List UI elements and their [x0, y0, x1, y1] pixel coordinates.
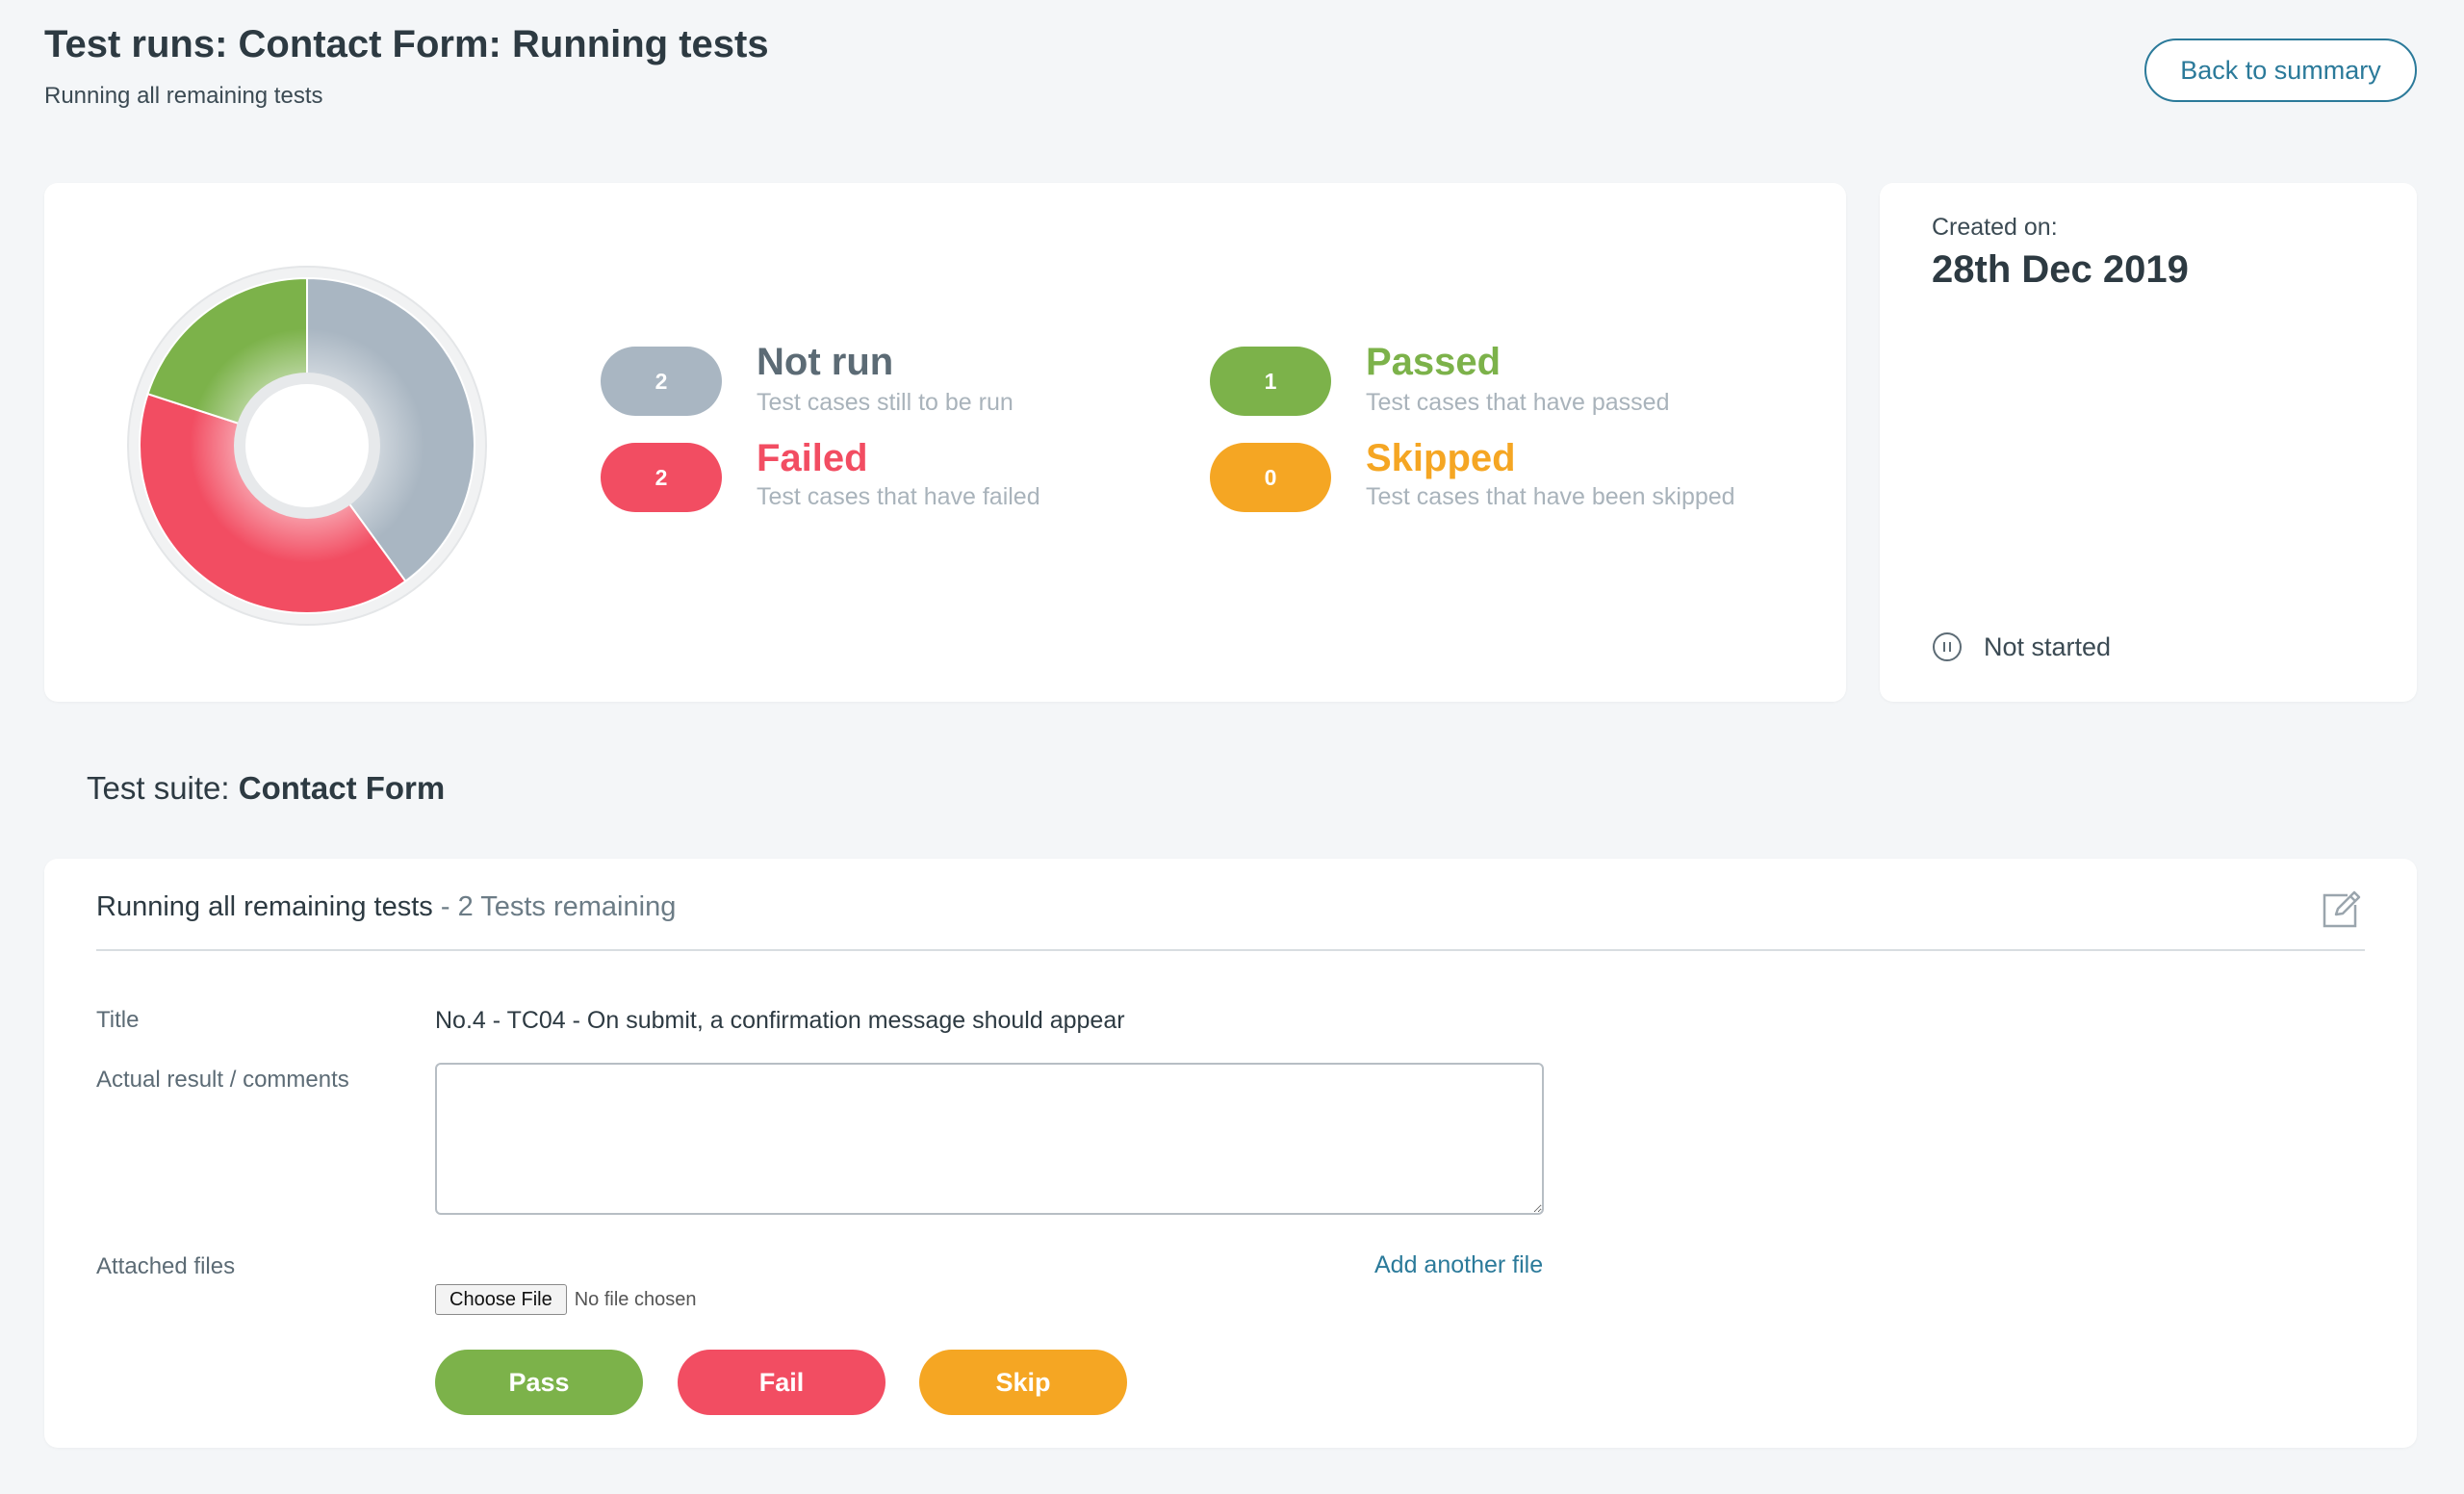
file-status-text: No file chosen [574, 1288, 697, 1310]
file-input: Choose File No file chosen [435, 1284, 696, 1315]
test-run-card: Running all remaining tests - 2 Tests re… [44, 859, 2417, 1448]
run-status-text: Not started [1984, 631, 2112, 661]
pass-button[interactable]: Pass [435, 1350, 643, 1415]
results-donut-chart [127, 266, 487, 626]
skip-button[interactable]: Skip [919, 1350, 1127, 1415]
run-heading-text: Running all remaining tests [96, 891, 433, 922]
comments-field-label: Actual result / comments [96, 1067, 349, 1093]
skipped-label: Skipped [1366, 437, 1516, 479]
failed-count-badge: 2 [601, 443, 722, 512]
choose-file-button[interactable]: Choose File [435, 1284, 567, 1315]
created-on-date: 28th Dec 2019 [1932, 248, 2189, 291]
fail-button[interactable]: Fail [678, 1350, 886, 1415]
not-run-label: Not run [757, 341, 894, 383]
attached-files-label: Attached files [96, 1253, 236, 1279]
run-header-divider [96, 949, 2365, 951]
tests-remaining-count: - 2 Tests remaining [432, 891, 677, 922]
passed-label: Passed [1366, 341, 1502, 383]
passed-count-badge: 1 [1210, 347, 1331, 416]
title-field-label: Title [96, 1007, 140, 1033]
failed-description: Test cases that have failed [757, 483, 1040, 510]
test-case-title: No.4 - TC04 - On submit, a confirmation … [435, 1007, 1125, 1034]
failed-label: Failed [757, 437, 868, 479]
edit-icon[interactable] [2319, 888, 2363, 932]
skipped-count-badge: 0 [1210, 443, 1331, 512]
test-suite-heading: Test suite: Contact Form [87, 770, 445, 807]
run-info-card: Created on: 28th Dec 2019 Not started [1880, 183, 2417, 702]
run-status: Not started [1932, 631, 2111, 662]
run-heading: Running all remaining tests - 2 Tests re… [96, 891, 676, 923]
summary-card: 2 Not run Test cases still to be run 2 F… [44, 183, 1846, 702]
test-suite-name: Contact Form [238, 770, 446, 806]
pause-circle-icon [1933, 632, 1962, 661]
not-run-description: Test cases still to be run [757, 389, 1014, 416]
not-run-count-badge: 2 [601, 347, 722, 416]
test-suite-prefix: Test suite: [87, 770, 239, 806]
passed-description: Test cases that have passed [1366, 389, 1670, 416]
page-subtitle: Running all remaining tests [44, 83, 323, 109]
actual-result-textarea[interactable] [435, 1063, 1544, 1215]
page-title: Test runs: Contact Form: Running tests [44, 23, 769, 65]
back-to-summary-button[interactable]: Back to summary [2144, 39, 2417, 102]
donut-hole [245, 384, 369, 507]
skipped-description: Test cases that have been skipped [1366, 483, 1735, 510]
add-another-file-link[interactable]: Add another file [1374, 1251, 1544, 1278]
created-on-label: Created on: [1932, 214, 2058, 241]
